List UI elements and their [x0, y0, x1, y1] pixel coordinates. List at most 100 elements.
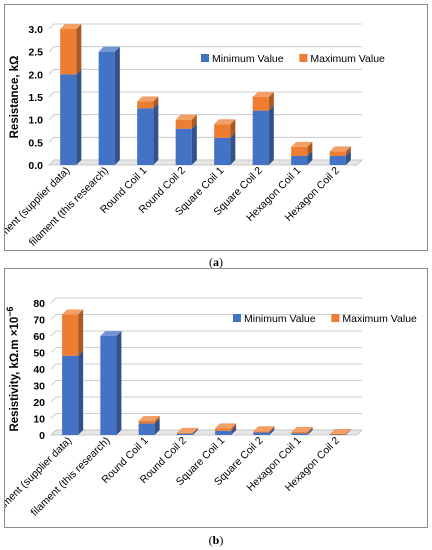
y-tick-label: 50: [33, 348, 45, 360]
bar-front: [252, 97, 269, 111]
bar-side: [153, 96, 159, 109]
bar-front: [60, 29, 77, 75]
bar-min-0: [60, 69, 82, 165]
bar-front: [60, 74, 77, 165]
gridline-side: [50, 314, 57, 320]
bar-front: [291, 432, 308, 434]
bar-side: [78, 350, 84, 435]
bar-side: [307, 150, 313, 165]
bar-max-7: [329, 146, 351, 156]
bar-front: [329, 434, 346, 436]
bar-side: [345, 429, 351, 435]
bar-top: [138, 415, 160, 421]
bar-side: [345, 146, 351, 156]
y-axis-label-text: Resistance, kΩ: [9, 56, 21, 139]
gridline-side: [50, 347, 57, 353]
y-tick-label: 0: [39, 430, 45, 442]
bar-max-0: [62, 309, 84, 356]
bar-top: [291, 427, 313, 433]
legend-swatch: [331, 314, 340, 322]
legend-label: Maximum Value: [342, 313, 417, 325]
bar-side: [78, 309, 84, 356]
bar-max-2: [137, 96, 159, 109]
y-tick-label: 40: [33, 364, 45, 376]
bar-max-6: [291, 427, 313, 434]
bar-front: [329, 155, 346, 165]
y-tick-label: 3.0: [28, 24, 43, 36]
gridlines: [48, 23, 363, 166]
legend-label: Maximum Value: [310, 53, 385, 65]
y-tick-label: 2.0: [28, 69, 43, 81]
bar-front: [291, 433, 308, 435]
gridline-side: [48, 137, 55, 143]
y-tick-label: 1.0: [28, 115, 43, 127]
bar-side: [231, 425, 237, 435]
gridline-side: [50, 297, 57, 304]
bar-side: [154, 418, 160, 435]
bar-side: [307, 141, 313, 156]
bar-front: [291, 146, 308, 156]
bar-side: [191, 114, 197, 129]
bar-min-7: [329, 429, 351, 436]
bar-top: [100, 331, 122, 336]
y-tick-label: 2.5: [28, 47, 43, 59]
bar-min-0: [62, 350, 84, 435]
bar-side: [153, 103, 159, 165]
bar-front: [62, 355, 79, 435]
bar-front: [175, 119, 192, 129]
bar-top: [98, 46, 120, 52]
gridline-side: [50, 380, 57, 386]
legend-swatch: [201, 54, 209, 62]
bar-front: [137, 101, 154, 109]
bar-top: [329, 429, 351, 435]
gridline-side: [48, 91, 55, 98]
bar-min-5: [252, 105, 274, 165]
bar-front: [100, 336, 117, 435]
gridline-side: [50, 363, 57, 370]
bar-front: [137, 108, 154, 165]
gridline-side: [48, 114, 55, 120]
bar-max-2: [138, 415, 160, 424]
bar-min-3: [176, 428, 198, 435]
bar-side: [76, 69, 82, 165]
bar-min-6: [291, 428, 313, 435]
bar-front: [138, 420, 155, 424]
bar-side: [114, 46, 120, 165]
chart-floor: [50, 429, 363, 436]
bar-min-5: [253, 427, 275, 435]
chart-panel-a: 0.0 0.5 1.0 1.5 2.0 2.5 3.0 Resistance, kΩ Filam…: [4, 4, 428, 251]
bar-top: [291, 141, 313, 147]
bar-front: [215, 428, 232, 431]
bar-max-7: [329, 429, 351, 435]
bar-top: [214, 119, 236, 125]
bar-side: [307, 427, 313, 434]
bar-front: [176, 433, 193, 435]
bar-side: [268, 92, 274, 111]
gridline-side: [48, 23, 55, 30]
bars: [62, 309, 351, 436]
resistivity-chart: 0 10 20 30 40 50 60 70 80 Resistivity, kΩ.m ×10−6…: [5, 297, 417, 521]
bar-max-4: [215, 423, 237, 431]
y-axis-label-text: Resistivity, kΩ.m ×10: [9, 317, 21, 432]
bar-side: [116, 331, 122, 435]
y-tick-label: 30: [33, 381, 45, 393]
bar-side: [230, 119, 236, 138]
legend-label: Minimum Value: [212, 53, 284, 65]
y-tick-label: 1.5: [28, 92, 43, 104]
legend-swatch: [299, 54, 308, 62]
gridline-side: [50, 330, 57, 337]
bar-max-3: [175, 114, 197, 129]
bar-top: [215, 423, 237, 429]
bar-top: [137, 96, 159, 102]
bar-front: [253, 432, 270, 435]
y-tick-label: 0.0: [28, 160, 43, 172]
legend: Minimum Value Maximum Value: [233, 313, 417, 325]
legend-label: Minimum Value: [244, 313, 316, 325]
bar-top: [175, 114, 197, 120]
bar-top: [329, 146, 351, 152]
bar-side: [191, 123, 197, 165]
gridline-side: [50, 396, 57, 403]
y-tick-label: 70: [33, 315, 45, 327]
bar-front: [138, 423, 155, 435]
